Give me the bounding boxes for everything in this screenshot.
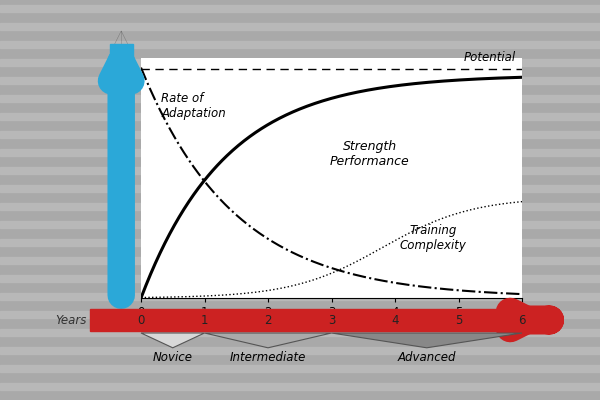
- Text: 4: 4: [391, 314, 399, 326]
- Bar: [0, 329, 600, 336]
- Text: Novice: Novice: [153, 351, 193, 364]
- Bar: [0, 77, 600, 84]
- Text: 3: 3: [328, 314, 335, 326]
- Text: 2: 2: [264, 314, 272, 326]
- Bar: [0, 383, 600, 390]
- Polygon shape: [205, 333, 331, 348]
- Text: Strength
Performance: Strength Performance: [330, 140, 409, 168]
- Text: Intermediate: Intermediate: [230, 351, 306, 364]
- Bar: [0, 149, 600, 156]
- Text: Rate of
Adaptation: Rate of Adaptation: [161, 92, 226, 120]
- Text: 1: 1: [201, 314, 208, 326]
- Bar: [0, 347, 600, 354]
- Text: 5: 5: [455, 314, 462, 326]
- Text: Advanced: Advanced: [397, 351, 456, 364]
- Bar: [0, 131, 600, 138]
- Bar: [0, 113, 600, 120]
- Bar: [0, 95, 600, 102]
- Bar: [90, 309, 546, 331]
- Bar: [0, 311, 600, 318]
- Bar: [0, 23, 600, 30]
- Bar: [110, 44, 133, 298]
- Text: 0: 0: [137, 314, 145, 326]
- Text: Training
Complexity: Training Complexity: [400, 224, 467, 252]
- Text: Potential: Potential: [464, 51, 517, 64]
- Bar: [0, 257, 600, 264]
- Bar: [0, 185, 600, 192]
- Bar: [0, 293, 600, 300]
- Polygon shape: [331, 333, 522, 348]
- Bar: [0, 5, 600, 12]
- Text: Years: Years: [56, 314, 87, 326]
- Bar: [0, 221, 600, 228]
- Bar: [0, 365, 600, 372]
- Bar: [0, 41, 600, 48]
- Bar: [0, 59, 600, 66]
- Bar: [0, 275, 600, 282]
- Bar: [0, 167, 600, 174]
- Bar: [0, 239, 600, 246]
- Text: 6: 6: [518, 314, 526, 326]
- Polygon shape: [141, 333, 205, 348]
- Bar: [0, 203, 600, 210]
